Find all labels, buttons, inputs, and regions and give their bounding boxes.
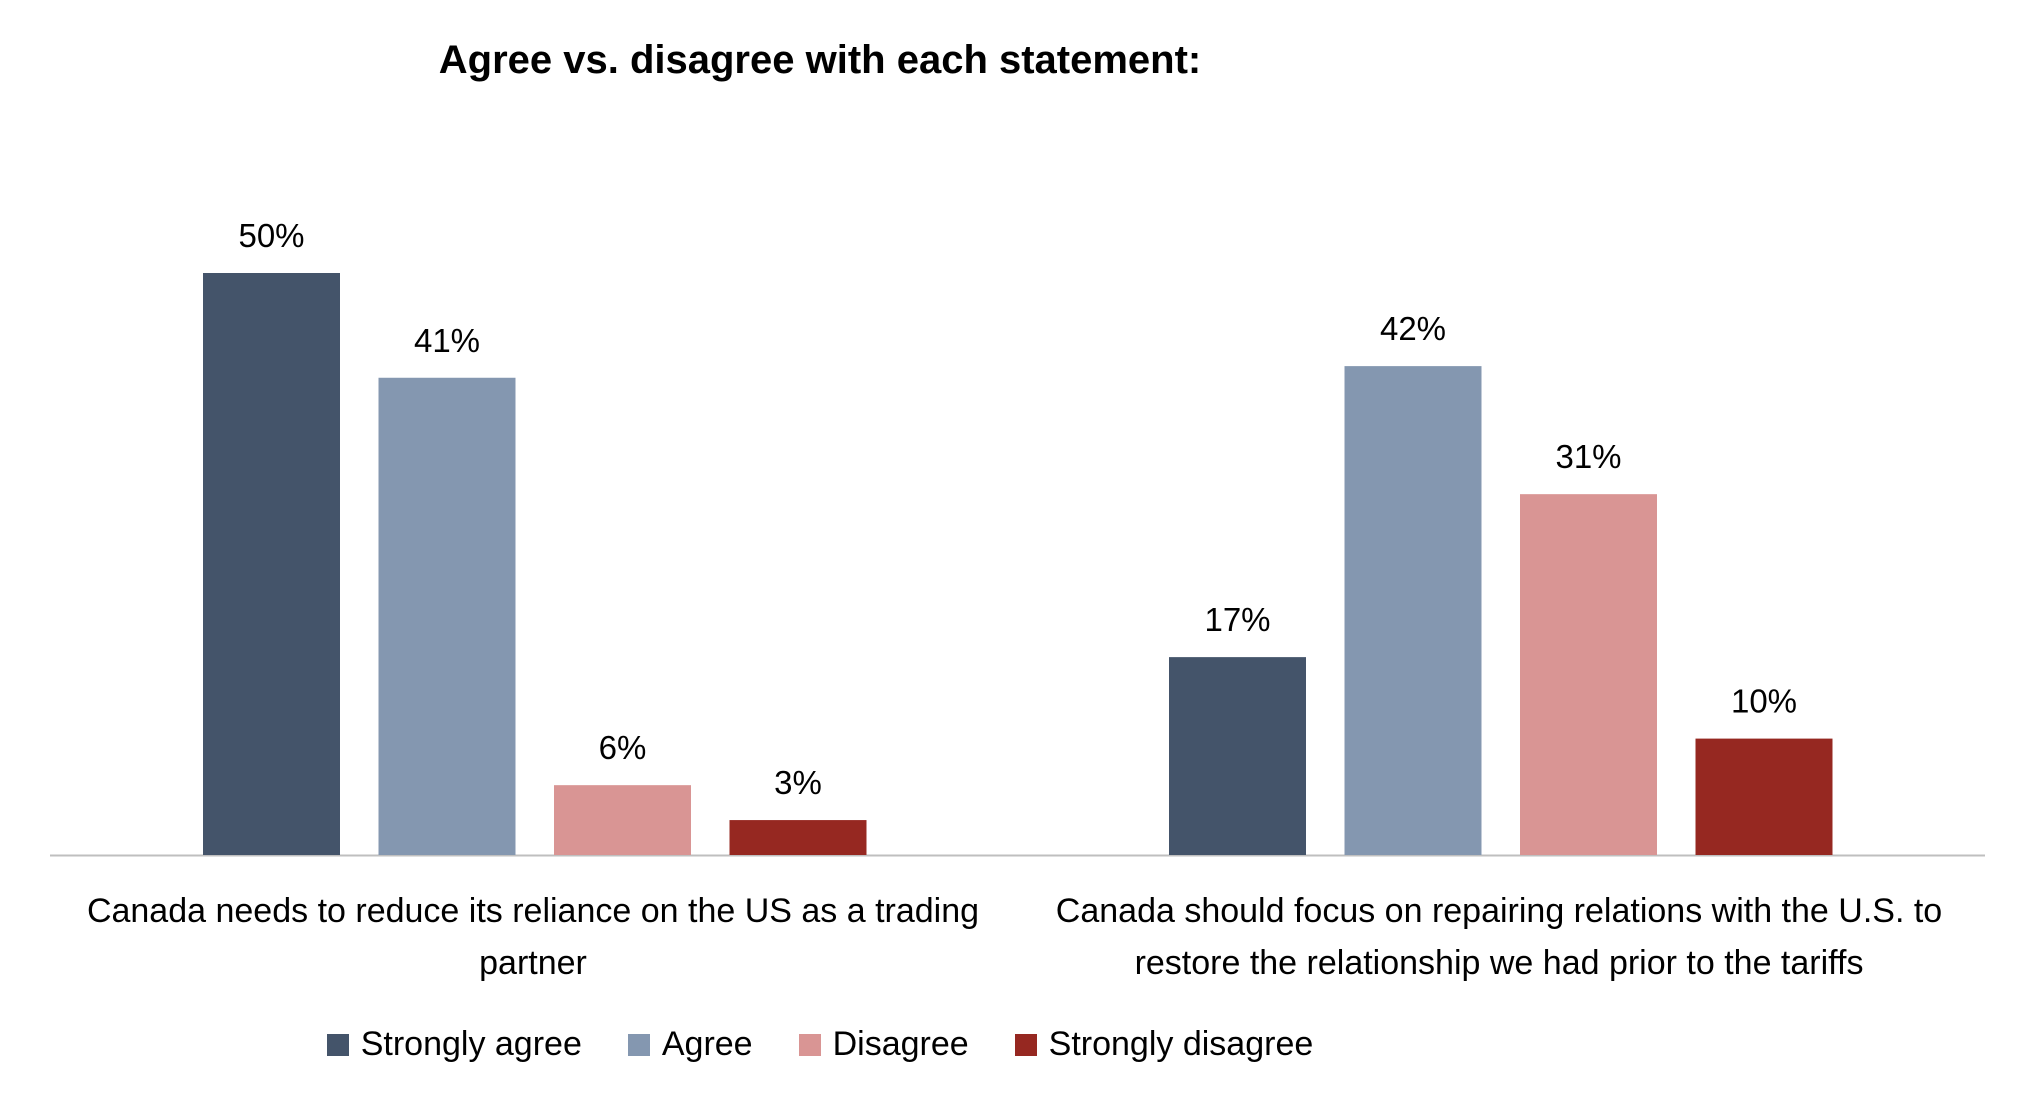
- bar-disagree-0: [554, 785, 691, 855]
- legend-swatch-strongly-disagree: [1014, 1033, 1037, 1056]
- data-label-strongly-agree-1: 17%: [1204, 601, 1270, 638]
- category-label-repair-relations: Canada should focus on repairing relatio…: [1055, 892, 1943, 982]
- bar-disagree-1: [1520, 494, 1657, 855]
- data-label-agree-0: 41%: [414, 322, 480, 359]
- legend-swatch-strongly-agree: [326, 1033, 349, 1056]
- legend-swatch-disagree: [798, 1033, 821, 1056]
- data-label-disagree-0: 6%: [599, 729, 647, 766]
- legend-label-agree: Agree: [661, 1025, 753, 1063]
- legend-item-strongly-agree: Strongly agree: [326, 1025, 582, 1064]
- data-label-agree-1: 42%: [1380, 310, 1446, 347]
- category-label-reduce-reliance: Canada needs to reduce its reliance on t…: [86, 892, 980, 982]
- bar-agree-0: [378, 377, 516, 855]
- data-label-strongly-agree-0: 50%: [238, 217, 304, 254]
- legend-item-strongly-disagree: Strongly disagree: [1014, 1025, 1314, 1064]
- legend-item-disagree: Disagree: [798, 1025, 969, 1064]
- bar-strongly-disagree-0: [729, 820, 867, 855]
- legend-label-strongly-disagree: Strongly disagree: [1048, 1025, 1314, 1063]
- legend-label-disagree: Disagree: [832, 1025, 969, 1063]
- legend-item-agree: Agree: [627, 1025, 753, 1064]
- bar-strongly-disagree-1: [1695, 738, 1833, 855]
- legend: Strongly agree Agree Disagree Strongly disa…: [0, 1025, 1640, 1064]
- bar-strongly-agree-1: [1169, 657, 1306, 855]
- legend-swatch-agree: [627, 1033, 650, 1056]
- chart-title: Agree vs. disagree with each statement:: [438, 38, 1202, 82]
- legend-label-strongly-agree: Strongly agree: [360, 1025, 582, 1063]
- data-label-disagree-1: 31%: [1555, 438, 1621, 475]
- bar-strongly-agree-0: [203, 273, 340, 855]
- data-label-strongly-disagree-1: 10%: [1731, 683, 1797, 720]
- data-label-strongly-disagree-0: 3%: [774, 764, 822, 801]
- bar-agree-1: [1344, 366, 1482, 855]
